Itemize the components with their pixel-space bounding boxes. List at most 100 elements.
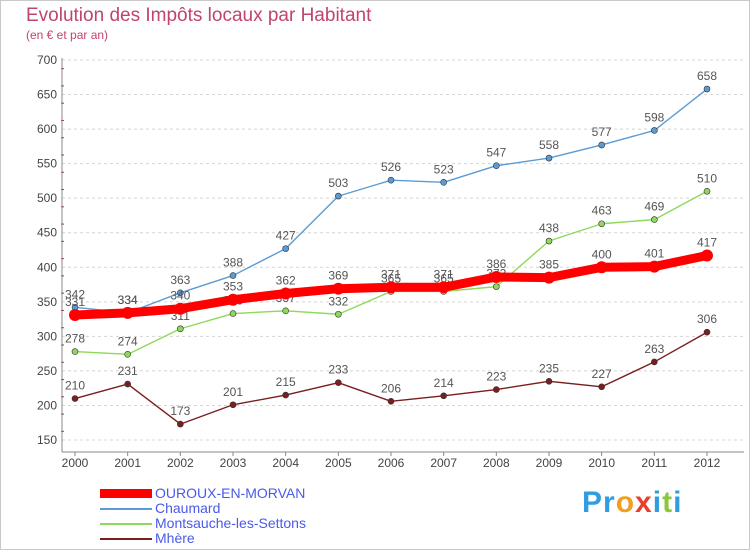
data-label: 331 xyxy=(65,295,85,309)
data-point xyxy=(493,386,500,393)
data-point xyxy=(701,249,713,262)
data-point xyxy=(648,260,661,273)
data-point xyxy=(651,358,658,366)
logo-letter: x xyxy=(635,486,653,519)
data-label: 417 xyxy=(697,236,717,250)
data-label: 233 xyxy=(328,363,348,377)
data-point xyxy=(71,395,79,402)
data-point xyxy=(598,383,605,391)
logo-letter: o xyxy=(615,486,636,519)
data-point xyxy=(703,187,711,195)
data-label: 369 xyxy=(328,269,348,283)
y-tick-label: 600 xyxy=(37,122,57,136)
data-point xyxy=(545,237,553,245)
y-tick-label: 700 xyxy=(37,53,57,67)
data-point xyxy=(651,216,658,223)
chart-title: Evolution des Impôts locaux par Habitant xyxy=(26,5,372,26)
logo-letter: P xyxy=(582,486,604,519)
data-label: 173 xyxy=(170,404,190,418)
data-label: 210 xyxy=(65,379,85,393)
legend-swatch xyxy=(100,507,152,510)
logo-letter: t xyxy=(662,486,674,519)
data-label: 353 xyxy=(223,280,243,294)
x-tick-label: 2006 xyxy=(378,456,405,470)
y-tick-label: 350 xyxy=(37,295,57,309)
data-point xyxy=(335,379,342,386)
data-point xyxy=(279,287,292,300)
logo-letter: r xyxy=(603,486,616,519)
data-point xyxy=(385,281,397,294)
data-label: 206 xyxy=(381,381,401,395)
data-point xyxy=(335,310,342,318)
y-tick-label: 150 xyxy=(37,433,57,447)
legend-label: Montsauche-les-Settons xyxy=(155,515,306,531)
x-tick-label: 2009 xyxy=(536,456,563,470)
data-label: 558 xyxy=(539,138,559,152)
data-point xyxy=(490,270,503,283)
data-label: 388 xyxy=(223,256,243,270)
x-tick-label: 2004 xyxy=(272,456,299,470)
data-point xyxy=(703,85,711,93)
data-point xyxy=(387,398,395,405)
data-point xyxy=(545,377,553,385)
data-label: 201 xyxy=(223,385,243,399)
data-label: 463 xyxy=(592,204,612,218)
data-label: 223 xyxy=(486,370,506,384)
x-tick-label: 2008 xyxy=(483,456,510,470)
data-label: 362 xyxy=(276,274,296,288)
data-point xyxy=(71,348,79,355)
data-label: 523 xyxy=(434,162,454,176)
data-label: 365 xyxy=(381,271,401,285)
y-tick-label: 400 xyxy=(37,260,57,274)
y-tick-label: 550 xyxy=(37,157,57,171)
x-tick-label: 2011 xyxy=(641,456,667,470)
data-label: 263 xyxy=(644,342,664,356)
data-label: 526 xyxy=(381,160,401,174)
data-point xyxy=(177,325,184,333)
data-label: 214 xyxy=(434,376,454,390)
data-point xyxy=(595,261,608,274)
y-tick-label: 500 xyxy=(37,191,57,205)
x-tick-label: 2001 xyxy=(114,456,141,470)
data-point xyxy=(437,281,450,294)
data-point xyxy=(282,307,289,315)
legend-swatch xyxy=(100,522,152,525)
data-label: 547 xyxy=(486,146,506,160)
data-label: 371 xyxy=(381,267,401,281)
data-label: 386 xyxy=(486,257,506,271)
y-tick-label: 300 xyxy=(37,329,57,343)
data-point xyxy=(229,272,237,279)
data-label: 235 xyxy=(539,361,559,375)
data-label: 371 xyxy=(434,267,454,281)
data-point xyxy=(440,392,447,400)
legend-label: Chaumard xyxy=(155,500,221,516)
data-label: 215 xyxy=(276,375,296,389)
proxiti-logo: Proxiti xyxy=(582,486,682,520)
x-tick-label: 2005 xyxy=(325,456,352,470)
x-tick-label: 2003 xyxy=(220,456,247,470)
data-point xyxy=(493,283,500,290)
x-tick-label: 2002 xyxy=(167,456,194,470)
data-label: 334 xyxy=(118,293,138,307)
data-point xyxy=(440,178,447,186)
data-point xyxy=(335,192,342,200)
data-point xyxy=(124,351,131,358)
y-tick-label: 650 xyxy=(37,88,57,102)
data-label: 503 xyxy=(328,176,348,190)
data-point xyxy=(703,328,711,336)
data-point xyxy=(229,401,237,409)
data-point xyxy=(229,310,237,317)
data-point xyxy=(545,154,553,162)
data-point xyxy=(174,302,187,315)
data-label: 363 xyxy=(170,273,190,287)
data-point xyxy=(177,420,184,428)
legend-label: OUROUX-EN-MORVAN xyxy=(155,485,306,501)
data-point xyxy=(332,282,345,295)
data-point xyxy=(282,391,289,399)
data-label: 469 xyxy=(644,200,664,214)
data-point xyxy=(598,220,605,228)
data-label: 438 xyxy=(539,221,559,235)
data-label: 342 xyxy=(65,287,85,301)
